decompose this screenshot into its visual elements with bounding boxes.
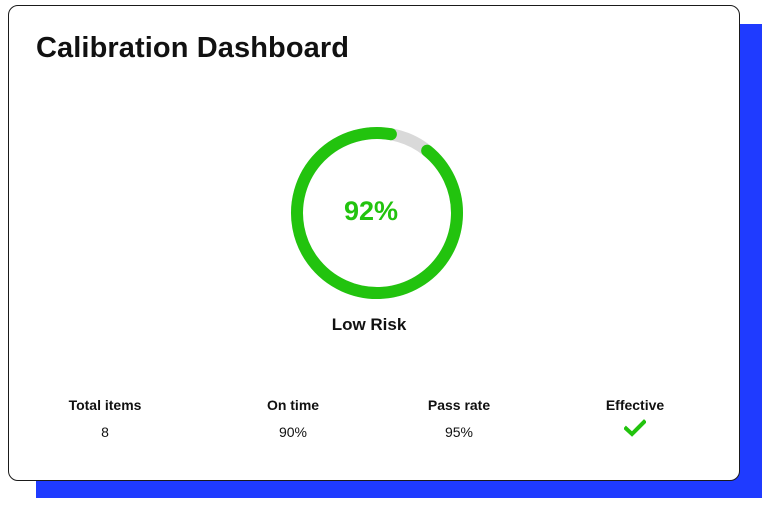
- stat-value: 8: [101, 424, 109, 440]
- stat-pass-rate: Pass rate 95%: [379, 397, 539, 440]
- checkmark-icon: [555, 419, 715, 439]
- stat-label: Effective: [605, 397, 665, 413]
- stat-value: 90%: [278, 424, 308, 440]
- risk-level-label: Low Risk: [331, 315, 407, 334]
- stat-on-time: On time 90%: [213, 397, 373, 440]
- gauge-progress-arc: [291, 127, 463, 299]
- dashboard-card: Calibration Dashboard 92% Low Risk Total…: [8, 5, 740, 481]
- stat-label: On time: [266, 397, 320, 413]
- stat-effective: Effective: [555, 397, 715, 439]
- stat-label: Total items: [68, 397, 142, 413]
- stat-total-items: Total items 8: [25, 397, 185, 440]
- stat-label: Pass rate: [427, 397, 491, 413]
- stat-value: 95%: [444, 424, 474, 440]
- page-title: Calibration Dashboard: [36, 32, 350, 64]
- risk-gauge: [291, 127, 463, 299]
- gauge-percentage: 92%: [343, 196, 399, 226]
